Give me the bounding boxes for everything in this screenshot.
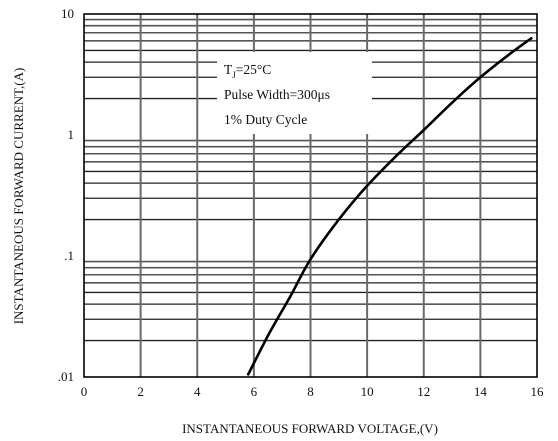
plot-frame: [83, 13, 538, 378]
y-axis-label: INSTANTANEOUS FORWARD CURRENT,(A): [11, 68, 26, 325]
annotation-tj-main: T: [224, 62, 233, 77]
x-tick-label: 14: [474, 384, 488, 399]
x-tick-label: 2: [137, 384, 144, 399]
y-tick-label: 1: [68, 127, 75, 142]
x-tick-label: 0: [81, 384, 88, 399]
x-tick-label: 4: [194, 384, 201, 399]
annotation-box: TJ=25°C Pulse Width=300μs 1% Duty Cycle: [217, 52, 372, 134]
tick-labels: 0 2 4 6 8 10 12 14 16 .01 .1 1 10: [58, 6, 544, 399]
annotation-duty-cycle: 1% Duty Cycle: [224, 112, 307, 127]
x-tick-label: 10: [361, 384, 374, 399]
forward-current-curve: [246, 37, 533, 376]
annotation-tj-rest: =25°C: [236, 62, 272, 77]
y-tick-label: .01: [58, 369, 74, 384]
annotation-tj-sub: J: [232, 70, 236, 80]
grid: [84, 14, 537, 377]
x-tick-label: 8: [307, 384, 314, 399]
x-axis-label: INSTANTANEOUS FORWARD VOLTAGE,(V): [182, 421, 438, 436]
x-tick-label: 6: [251, 384, 258, 399]
y-tick-label: 10: [61, 6, 74, 21]
x-tick-label: 12: [417, 384, 430, 399]
svg-text:TJ=25°C: TJ=25°C: [224, 62, 271, 80]
x-tick-label: 16: [531, 384, 545, 399]
y-tick-label: .1: [64, 248, 74, 263]
annotation-pulse-width: Pulse Width=300μs: [224, 87, 330, 102]
